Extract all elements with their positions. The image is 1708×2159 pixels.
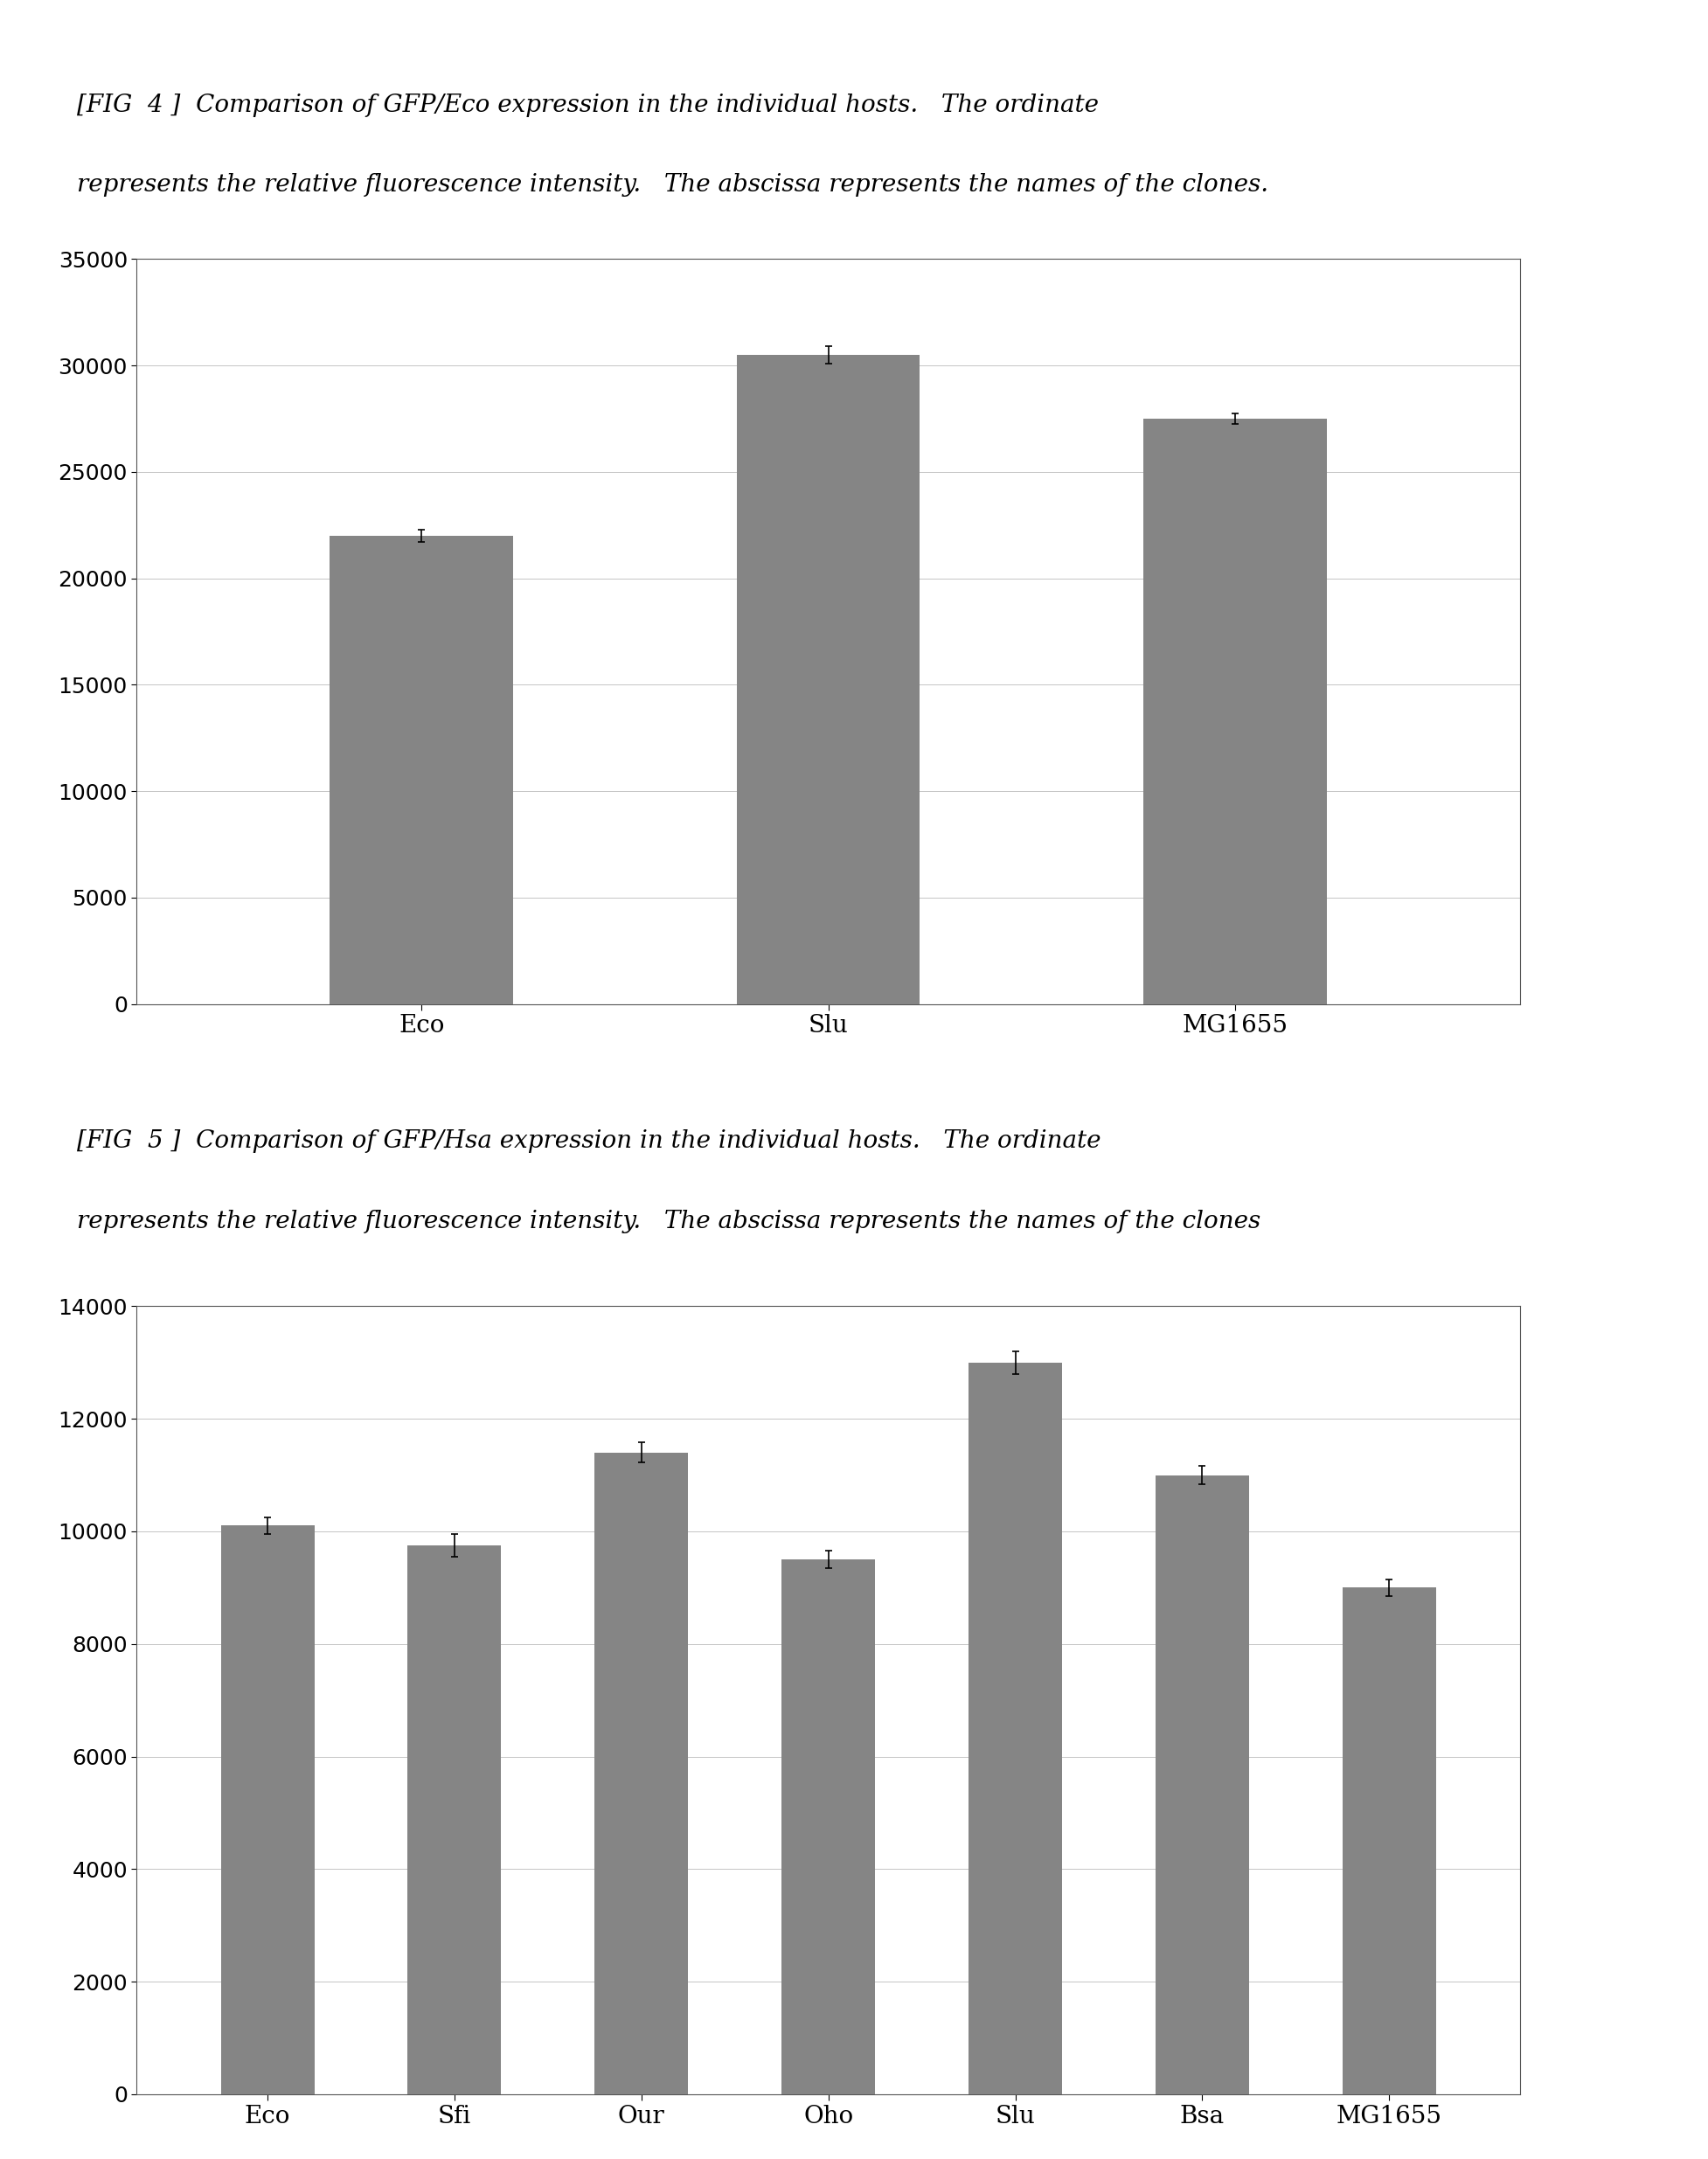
Bar	[1156, 1475, 1249, 2094]
Bar	[594, 1453, 688, 2094]
Bar	[330, 535, 512, 1004]
Bar	[220, 1526, 314, 2094]
Bar	[1342, 1587, 1436, 2094]
Bar	[968, 1362, 1062, 2094]
Text: represents the relative fluorescence intensity.   The abscissa represents the na: represents the relative fluorescence int…	[77, 1209, 1261, 1233]
Bar	[736, 354, 921, 1004]
Bar	[782, 1559, 874, 2094]
Text: [FIG  5 ]  Comparison of GFP/Hsa expression in the individual hosts.   The ordin: [FIG 5 ] Comparison of GFP/Hsa expressio…	[77, 1129, 1102, 1153]
Bar	[408, 1546, 500, 2094]
Text: represents the relative fluorescence intensity.   The abscissa represents the na: represents the relative fluorescence int…	[77, 173, 1269, 196]
Bar	[1144, 419, 1327, 1004]
Text: [FIG  4 ]  Comparison of GFP/Eco expression in the individual hosts.   The ordin: [FIG 4 ] Comparison of GFP/Eco expressio…	[77, 93, 1098, 117]
